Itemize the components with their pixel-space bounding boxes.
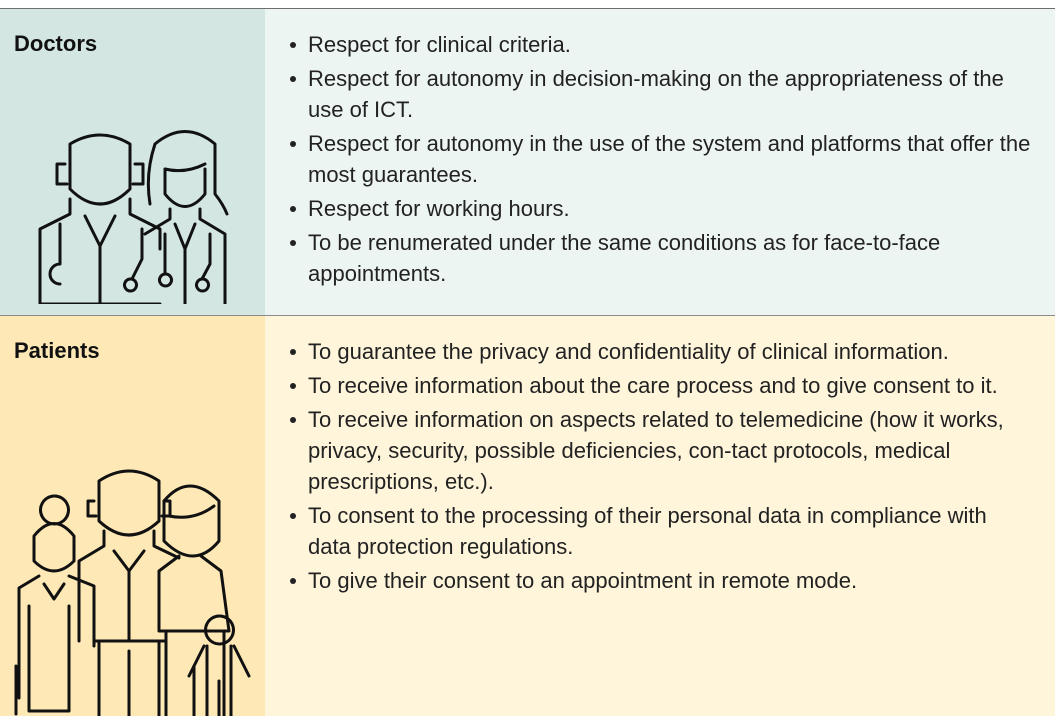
- bullet-item: To guarantee the privacy and confidentia…: [289, 336, 1035, 367]
- patients-icon: [14, 469, 251, 716]
- bullet: [290, 141, 296, 147]
- bullet-item: Respect for working hours.: [289, 193, 1035, 224]
- bullet-item: To consent to the processing of their pe…: [289, 500, 1035, 562]
- row-items: Respect for clinical criteria. Respect fo…: [265, 9, 1055, 315]
- table-row: Doctors Respect for clinical criteria. Re…: [0, 8, 1055, 316]
- item-text: Respect for autonomy in decision-making …: [308, 66, 1004, 122]
- item-text: To receive information on aspects relate…: [308, 407, 1004, 494]
- item-text: To receive information about the care pr…: [308, 373, 998, 398]
- bullet: [290, 383, 296, 389]
- bullet: [290, 42, 296, 48]
- bullet-item: Respect for autonomy in the use of the s…: [289, 128, 1035, 190]
- bullet: [290, 76, 296, 82]
- bullet-item: Respect for clinical criteria.: [289, 29, 1035, 60]
- item-text: Respect for autonomy in the use of the s…: [308, 131, 1031, 187]
- item-text: To guarantee the privacy and confidentia…: [308, 339, 949, 364]
- bullet-item: To give their consent to an appointment …: [289, 565, 1035, 596]
- item-text: To consent to the processing of their pe…: [308, 503, 987, 559]
- bullet-item: To receive information on aspects relate…: [289, 404, 1035, 497]
- row-label: Patients: [14, 338, 100, 363]
- row-items: To guarantee the privacy and confidentia…: [265, 316, 1055, 716]
- bullet: [290, 349, 296, 355]
- table-row: Patients To guarantee the privacy and co…: [0, 316, 1055, 716]
- item-text: To give their consent to an appointment …: [308, 568, 858, 593]
- item-text: Respect for working hours.: [308, 196, 570, 221]
- item-text: Respect for clinical criteria.: [308, 32, 571, 57]
- doctors-icon: [38, 130, 229, 304]
- bullet: [290, 240, 296, 246]
- bullet-item: To be renumerated under the same conditi…: [289, 227, 1035, 289]
- item-text: To be renumerated under the same conditi…: [308, 230, 941, 286]
- bullet: [290, 513, 296, 519]
- row-header: Patients: [0, 316, 265, 716]
- bullet: [290, 417, 296, 423]
- row-header: Doctors: [0, 9, 265, 315]
- bullet: [290, 578, 296, 584]
- bullet-item: Respect for autonomy in decision-making …: [289, 63, 1035, 125]
- bullet-item: To receive information about the care pr…: [289, 370, 1035, 401]
- row-label: Doctors: [14, 31, 98, 56]
- bullet: [290, 206, 296, 212]
